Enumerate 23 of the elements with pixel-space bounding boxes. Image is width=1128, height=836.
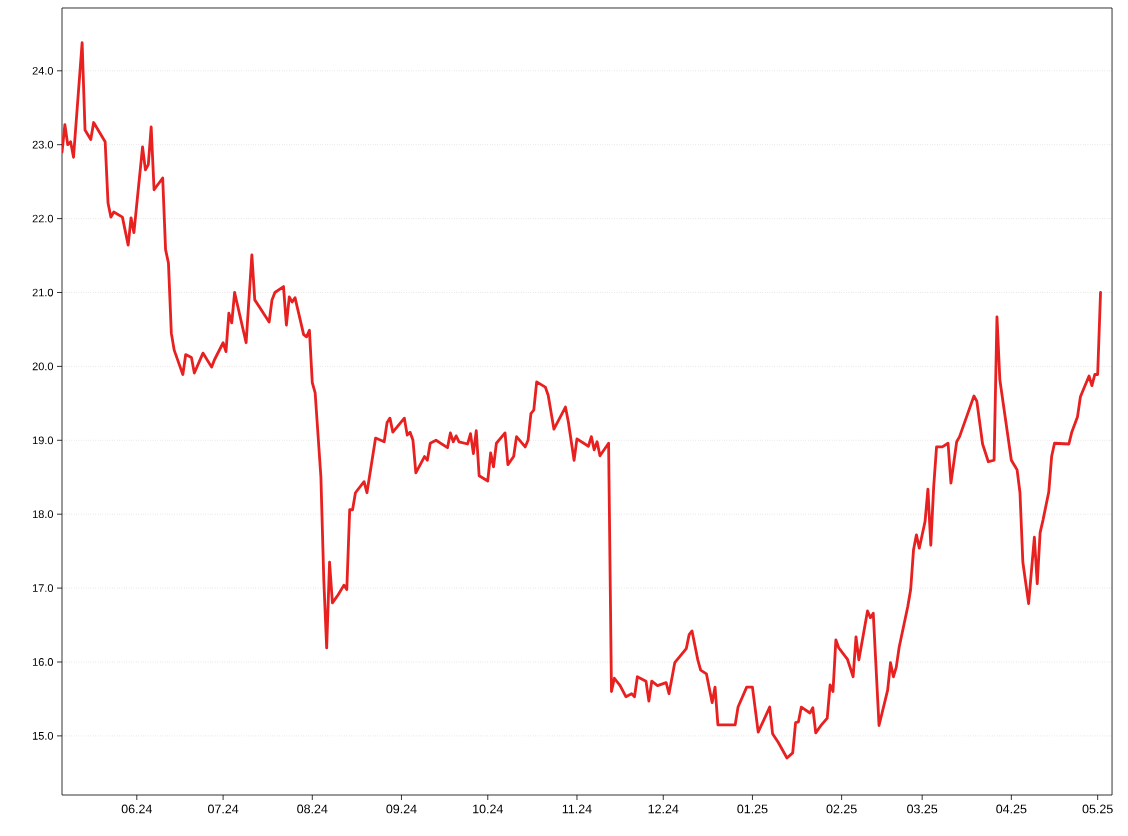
y-tick-label: 20.0	[32, 362, 54, 371]
y-tick-label: 15.0	[32, 732, 54, 740]
y-tick-label: 18.0	[32, 510, 54, 519]
line-series	[62, 41, 1102, 760]
x-tick-label: 03.25	[907, 804, 938, 814]
x-tick-label: 02.25	[826, 804, 857, 814]
y-tick-label: 24.0	[32, 66, 54, 75]
y-tick-label: 22.0	[32, 214, 54, 223]
y-tick-label: 19.0	[32, 436, 54, 445]
x-tick-label: 12.24	[648, 804, 679, 814]
x-tick-label: 10.24	[473, 804, 503, 814]
y-tick-label: 16.0	[32, 658, 54, 666]
x-tick-label: 09.24	[386, 804, 417, 814]
y-tick-label: 17.0	[32, 584, 54, 592]
x-tick-label: 05.25	[1082, 804, 1113, 814]
y-tick-label: 23.0	[32, 140, 54, 149]
x-tick-label: 01.25	[737, 804, 768, 814]
x-tick-label: 07.24	[208, 804, 239, 814]
x-tick-label: 08.24	[297, 804, 328, 814]
y-tick-label: 21.0	[32, 288, 54, 297]
x-tick-label: 11.24	[562, 804, 592, 814]
x-tick-label: 04.25	[996, 804, 1027, 814]
x-tick-label: 06.24	[121, 804, 153, 814]
